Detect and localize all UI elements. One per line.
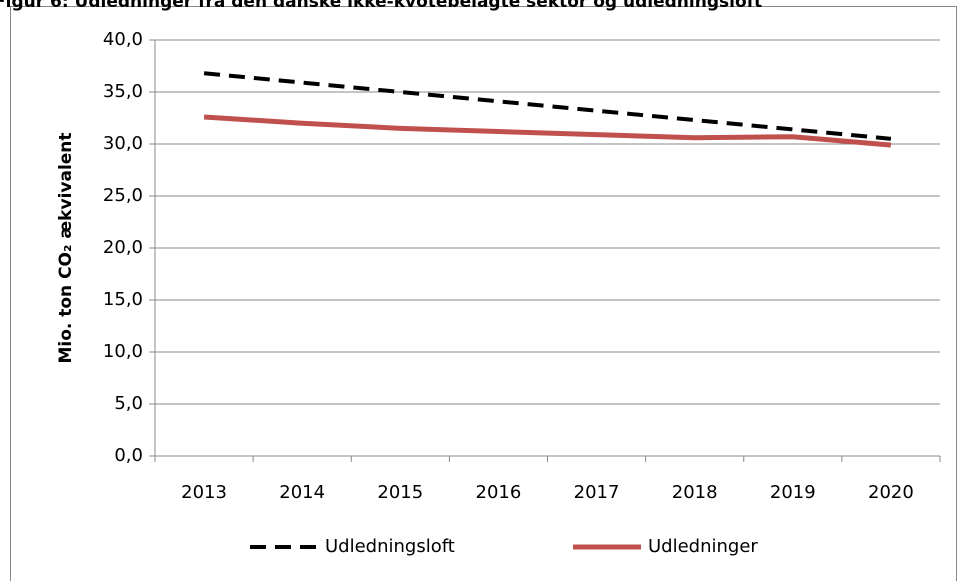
y-tick-label: 15,0 bbox=[103, 289, 143, 310]
x-tick-label: 2020 bbox=[868, 482, 914, 503]
x-tick-label: 2014 bbox=[279, 482, 325, 503]
chart-title: Figur 6: Udledninger fra den danske ikke… bbox=[0, 0, 762, 12]
y-tick-label: 10,0 bbox=[103, 341, 143, 362]
y-tick-label: 25,0 bbox=[103, 185, 143, 206]
y-tick-label: 30,0 bbox=[103, 133, 143, 154]
y-tick-label: 20,0 bbox=[103, 237, 143, 258]
x-tick-label: 2019 bbox=[770, 482, 816, 503]
y-tick-label: 5,0 bbox=[114, 393, 143, 414]
x-tick-label: 2017 bbox=[574, 482, 620, 503]
x-tick-label: 2016 bbox=[476, 482, 522, 503]
series-line bbox=[203, 71, 892, 141]
x-tick-label: 2018 bbox=[672, 482, 718, 503]
y-tick-label: 40,0 bbox=[103, 29, 143, 50]
legend-label: Udledningsloft bbox=[325, 536, 455, 557]
x-tick-label: 2015 bbox=[377, 482, 423, 503]
chart-border bbox=[10, 6, 957, 581]
legend-label: Udledninger bbox=[648, 536, 758, 557]
y-tick-label: 35,0 bbox=[103, 81, 143, 102]
y-axis-label: Mio. ton CO₂ ækvivalent bbox=[56, 132, 76, 363]
y-tick-label: 0,0 bbox=[114, 445, 143, 466]
x-tick-label: 2013 bbox=[181, 482, 227, 503]
series-line bbox=[203, 114, 892, 148]
